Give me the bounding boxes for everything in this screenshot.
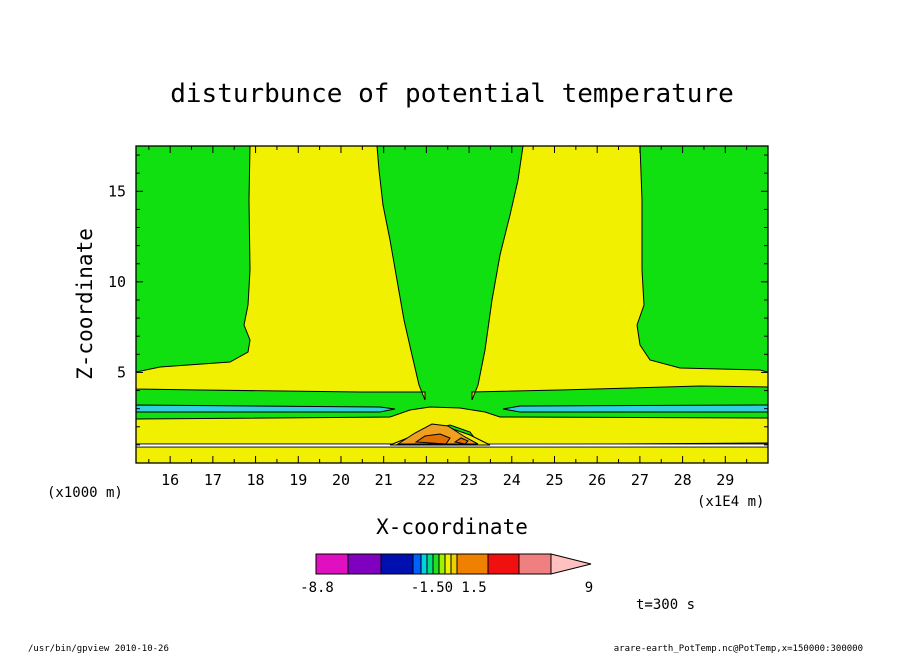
colorbar-segment [412,553,422,575]
colorbar-segment [426,553,434,575]
x-tick-label: 21 [375,471,393,489]
x-tick-label: 23 [460,471,478,489]
footer-left: /usr/bin/gpview 2010-10-26 [28,644,169,654]
x-tick-label: 24 [503,471,521,489]
y-unit-note: (x1000 m) [47,485,123,501]
cyan-band-right [502,404,769,413]
y-tick-label: 5 [117,363,126,381]
chart-title: disturbunce of potential temperature [170,79,734,109]
colorbar-label-min: -8.8 [300,580,334,596]
colorbar-segment [347,553,382,575]
yellow-region-left [135,145,426,401]
plot-frame [135,145,769,464]
x-unit-note: (x1E4 m) [697,494,764,510]
colorbar-arrow [550,553,592,575]
x-tick-label: 18 [247,471,265,489]
x-tick-label: 26 [588,471,606,489]
y-tick-labels: 5 10 15 [108,182,126,381]
x-tick-label: 25 [545,471,563,489]
orange-core [414,433,451,445]
colorbar-segment [420,553,428,575]
y-tick-label: 10 [108,273,126,291]
colorbar-label-neg: -1.50 [411,580,453,596]
colorbar-segment [444,553,452,575]
x-tick-label: 17 [204,471,222,489]
y-axis-title: Z-coordinate [73,228,97,380]
colorbar-segment [438,553,446,575]
x-tick-label: 29 [716,471,734,489]
plot-area [135,145,769,464]
colorbar-segment [432,553,440,575]
x-tick-label: 22 [417,471,435,489]
x-tick-label: 20 [332,471,350,489]
x-tick-labels: 16 17 18 19 20 21 22 23 24 25 26 27 28 29 [161,471,734,489]
y-tick-label: 15 [108,182,126,200]
axis-ticks [136,146,769,463]
yellow-band-low [135,446,769,464]
colorbar-segment [518,553,552,575]
orange-core-2 [453,437,469,445]
colorbar-label-max: 9 [585,580,593,596]
x-axis-title: X-coordinate [376,515,528,539]
x-tick-label: 28 [674,471,692,489]
x-tick-label: 16 [161,471,179,489]
colorbar-segment [487,553,520,575]
colorbar-label-pos: 1.5 [461,580,486,596]
colorbar [315,553,592,575]
time-note: t=300 s [636,597,695,613]
colorbar-segment [315,553,349,575]
x-tick-label: 19 [289,471,307,489]
colorbar-segment [450,553,458,575]
footer-right: arare-earth_PotTemp.nc@PotTemp,x=150000:… [614,644,863,654]
x-tick-label: 27 [631,471,649,489]
colorbar-segment [380,553,414,575]
colorbar-segment [456,553,489,575]
